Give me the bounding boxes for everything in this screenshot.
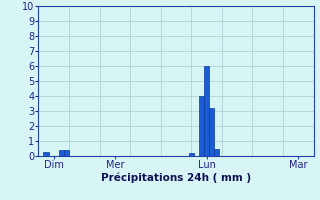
Bar	[189, 153, 194, 156]
Bar	[204, 66, 209, 156]
Bar	[209, 108, 214, 156]
Bar	[214, 148, 219, 156]
Bar	[199, 96, 204, 156]
Bar	[59, 150, 64, 156]
Bar	[44, 152, 49, 156]
X-axis label: Précipitations 24h ( mm ): Précipitations 24h ( mm )	[101, 173, 251, 183]
Bar	[64, 150, 69, 156]
